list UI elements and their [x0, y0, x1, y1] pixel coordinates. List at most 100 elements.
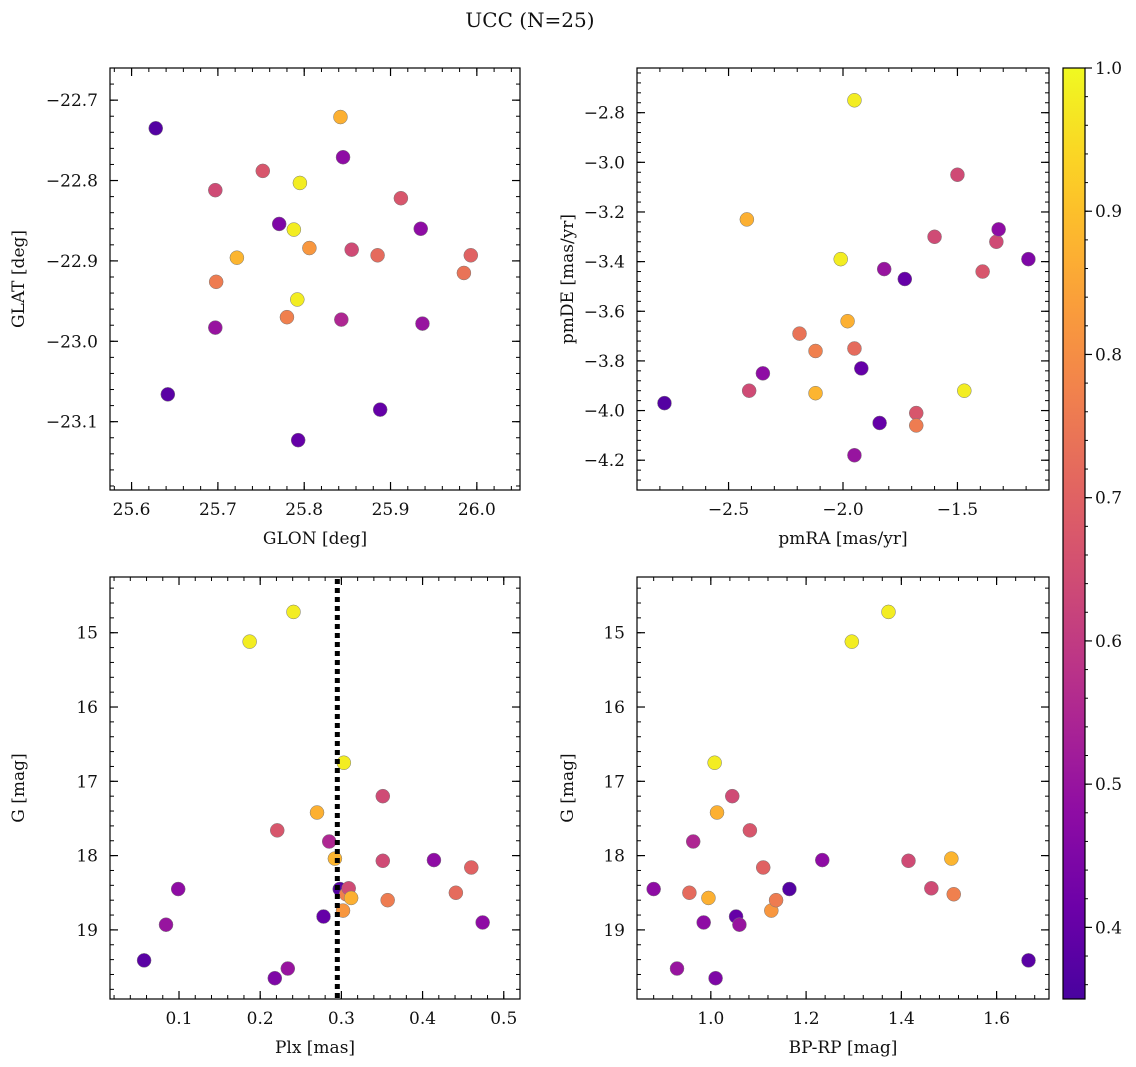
scatter-point: [682, 885, 697, 901]
scatter-point: [208, 182, 223, 198]
scatter-point: [456, 265, 472, 281]
scatter-point: [840, 313, 855, 329]
scatter-point: [741, 383, 757, 398]
scatter-point: [847, 341, 862, 356]
y-tick-label: −4.2: [584, 451, 625, 471]
x-tick-label: 1.2: [793, 1009, 820, 1029]
y-tick-label: −22.7: [46, 91, 98, 111]
plot-frame: [636, 67, 1050, 491]
scatter-point: [229, 250, 245, 265]
x-tick-label: −2.5: [708, 500, 749, 520]
scatter-point: [950, 167, 965, 182]
colorbar: 0.4 0.5 0.6 0.7 0.8 0.9 1.0: [1062, 59, 1122, 1000]
scatter-point: [255, 163, 271, 179]
scatter-point: [847, 93, 862, 108]
y-axis-label: pmDE [mas/yr]: [558, 214, 578, 344]
y-axis-label: G [mag]: [558, 753, 578, 822]
x-tick-label: 0.1: [165, 1009, 192, 1029]
scatter-point: [847, 447, 862, 463]
scatter-point: [792, 326, 807, 341]
x-minor-ticks: [113, 577, 521, 999]
y-tick-label: 16: [603, 698, 625, 718]
scatter-point: [415, 316, 430, 331]
scatter-point: [475, 915, 490, 930]
scatter-point: [333, 109, 348, 125]
y-axis-label: GLAT [deg]: [9, 230, 29, 328]
y-tick-label: 19: [603, 921, 625, 941]
scatter-point: [271, 216, 287, 232]
scatter-point: [657, 395, 672, 411]
scatter-point: [897, 271, 913, 287]
y-tick-label: −4.0: [584, 402, 625, 422]
x-tick-label: 1.6: [983, 1009, 1010, 1029]
colorbar-gradient: [1062, 67, 1086, 1000]
x-tick-label: −1.5: [937, 500, 978, 520]
y-tick-label: −23.1: [46, 413, 98, 433]
x-axis-label: BP-RP [mag]: [789, 1038, 898, 1058]
scatter-point: [380, 892, 395, 908]
scatter-point: [944, 851, 959, 866]
scatter-point: [924, 881, 939, 896]
scatter-point: [872, 415, 887, 431]
scatter-point: [1021, 953, 1036, 968]
panel-glon-glat: 25.6 25.7 25.8 25.9 26.0 −22.7 −22.8 −22.9 −23.0…: [9, 67, 521, 549]
scatter-point: [302, 240, 317, 256]
scatter-point: [393, 190, 409, 206]
scatter-point: [742, 823, 758, 838]
scatter-point: [464, 860, 479, 875]
y-tick-label: 15: [76, 624, 98, 644]
y-tick-label: 15: [603, 624, 625, 644]
x-tick-label: 25.8: [285, 500, 323, 520]
scatter-point: [286, 604, 301, 620]
scatter-point: [242, 634, 257, 649]
y-tick-label: −23.0: [46, 332, 98, 352]
scatter-point: [208, 320, 223, 335]
scatter-point: [844, 634, 860, 649]
y-tick-label: −3.0: [584, 153, 625, 173]
y-tick-label: 16: [76, 698, 98, 718]
colorbar-tick-label: 0.8: [1095, 345, 1122, 365]
scatter-point: [696, 915, 711, 930]
y-tick-label: −3.2: [584, 203, 625, 223]
scatter-point: [290, 432, 306, 448]
x-tick-label: 25.7: [199, 500, 237, 520]
x-tick-label: 0.5: [490, 1009, 517, 1029]
y-axis-label: G [mag]: [9, 753, 29, 822]
scatter-point: [927, 229, 942, 245]
scatter-point: [335, 149, 351, 165]
scatter-point: [208, 274, 224, 290]
scatter-point: [725, 788, 740, 804]
colorbar-tick-label: 0.9: [1095, 202, 1122, 222]
scatter-point: [286, 222, 302, 237]
y-tick-label: 17: [603, 772, 625, 792]
scatter-point: [755, 366, 771, 381]
x-tick-label: 1.0: [697, 1009, 724, 1029]
scatter-point: [375, 853, 391, 869]
colorbar-tick-label: 0.6: [1095, 632, 1122, 652]
scatter-point: [815, 852, 830, 868]
colorbar-tick-label: 0.7: [1095, 489, 1122, 509]
y-tick-label: −22.8: [46, 172, 98, 192]
colorbar-tick-label: 0.5: [1095, 775, 1122, 795]
scatter-point: [685, 834, 701, 849]
scatter-point: [808, 343, 823, 359]
y-tick-label: −22.9: [46, 252, 98, 272]
scatter-point: [708, 970, 723, 986]
scatter-point: [148, 121, 163, 136]
scatter-point: [646, 881, 661, 897]
x-minor-ticks: [113, 68, 512, 490]
scatter-point: [160, 387, 176, 402]
colorbar-tick-label: 0.4: [1095, 918, 1122, 938]
y-tick-label: −3.8: [584, 352, 625, 372]
panel-plx-g: 0.1 0.2 0.3 0.4 0.5 15 16 17 18 19 Plx [mas] G [mag…: [9, 576, 521, 1058]
y-tick-label: −3.4: [584, 253, 625, 273]
y-minor-ticks: [637, 587, 1049, 990]
figure-title: UCC (N=25): [465, 8, 594, 32]
x-minor-ticks: [653, 577, 1036, 999]
y-tick-label: 18: [76, 847, 98, 867]
scatter-point: [854, 361, 869, 376]
plot-frame: [109, 67, 521, 491]
scatter-point: [292, 175, 308, 191]
scatter-point: [413, 221, 428, 237]
scatter-point: [343, 890, 359, 906]
